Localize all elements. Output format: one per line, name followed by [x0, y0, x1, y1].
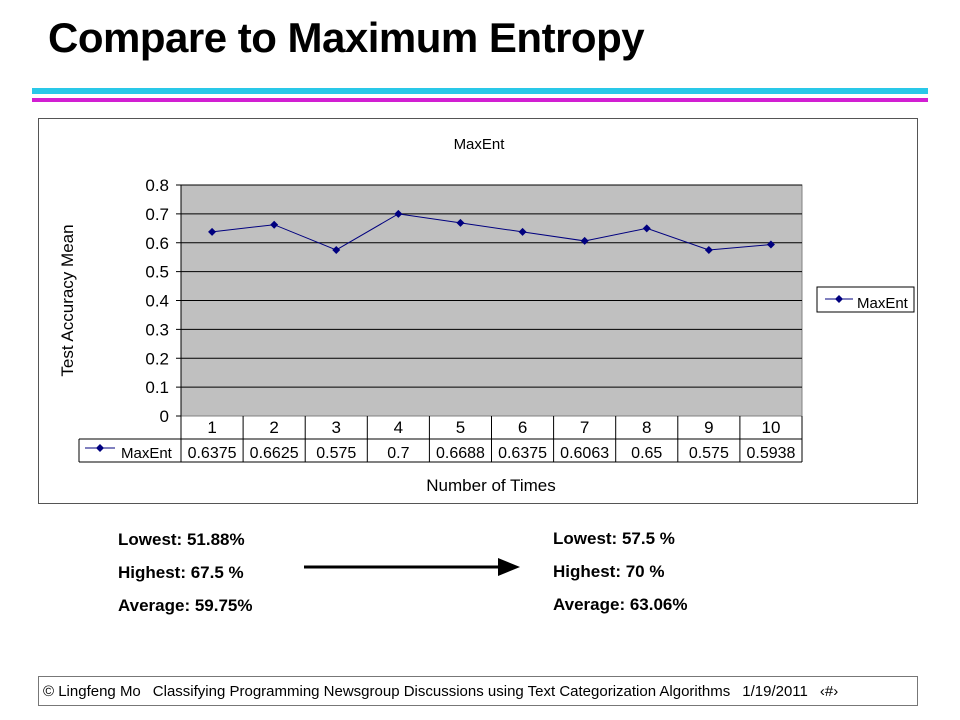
- y-tick-label: 0.6: [145, 234, 169, 253]
- footer-copyright: © Lingfeng Mo: [43, 682, 141, 700]
- x-axis-label: Number of Times: [426, 476, 555, 495]
- chart-title: MaxEnt: [454, 136, 506, 153]
- y-tick-label: 0: [160, 407, 169, 426]
- x-category-label: 9: [704, 418, 713, 437]
- table-value: 0.7: [387, 445, 409, 462]
- footer-date: 1/19/2011: [742, 682, 808, 700]
- stats-left: Lowest: 51.88% Highest: 67.5 % Average: …: [118, 530, 253, 629]
- stats-right-highest: Highest: 70 %: [553, 562, 665, 581]
- table-value: 0.65: [631, 445, 662, 462]
- data-point: [456, 218, 465, 227]
- data-point: [642, 224, 651, 233]
- data-point: [766, 240, 775, 249]
- data-point: [332, 245, 341, 254]
- title-rule-cyan: [32, 88, 928, 94]
- footer: © Lingfeng Mo Classifying Programming Ne…: [38, 676, 918, 706]
- data-point: [270, 220, 279, 229]
- data-point: [518, 227, 527, 236]
- data-point: [704, 245, 713, 254]
- footer-title: Classifying Programming Newsgroup Discus…: [152, 682, 731, 700]
- table-value: 0.6063: [560, 445, 609, 462]
- x-category-label: 4: [394, 418, 403, 437]
- y-tick-label: 0.5: [145, 263, 169, 282]
- table-value: 0.575: [689, 445, 729, 462]
- data-point: [394, 209, 403, 218]
- stats-right-lowest: Lowest: 57.5 %: [553, 529, 675, 548]
- data-point: [580, 236, 589, 245]
- title-rule-magenta: [32, 98, 928, 102]
- table-value: 0.575: [316, 445, 356, 462]
- footer-page-number: ‹#›: [819, 682, 839, 700]
- stats-right: Lowest: 57.5 % Highest: 70 % Average: 63…: [553, 529, 688, 628]
- x-category-label: 1: [207, 418, 216, 437]
- x-category-label: 5: [456, 418, 465, 437]
- y-axis-label: Test Accuracy Mean: [58, 224, 77, 376]
- x-category-label: 7: [580, 418, 589, 437]
- stats-left-highest: Highest: 67.5 %: [118, 563, 244, 582]
- x-category-label: 2: [269, 418, 278, 437]
- x-category-label: 3: [332, 418, 341, 437]
- table-value: 0.5938: [746, 445, 795, 462]
- legend-label: MaxEnt: [857, 295, 909, 312]
- x-category-label: 8: [642, 418, 651, 437]
- table-series-key-marker: [96, 444, 104, 452]
- right-arrow-icon: [304, 558, 520, 576]
- slide-title: Compare to Maximum Entropy: [48, 14, 645, 61]
- table-value: 0.6375: [498, 445, 547, 462]
- x-category-label: 6: [518, 418, 527, 437]
- y-tick-label: 0.7: [145, 205, 169, 224]
- data-point: [208, 227, 217, 236]
- table-value: 0.6375: [188, 445, 237, 462]
- chart-frame: 0 0.1 0.2 0.3 0.4 0.5 0.6 0.7 0.8 MaxEnt Test Accu…: [38, 118, 918, 504]
- stats-left-average: Average: 59.75%: [118, 596, 253, 615]
- series-line: [211, 213, 771, 251]
- y-tick-label: 0.4: [145, 292, 169, 311]
- x-category-label: 10: [761, 418, 780, 437]
- y-tick-label: 0.1: [145, 378, 169, 397]
- table-value: 0.6688: [436, 445, 485, 462]
- table-series-name: MaxEnt: [121, 445, 173, 462]
- maxent-line-chart: 0 0.1 0.2 0.3 0.4 0.5 0.6 0.7 0.8 MaxEnt Test Accu…: [58, 136, 915, 495]
- y-tick-label: 0.8: [145, 176, 169, 195]
- stats-left-lowest: Lowest: 51.88%: [118, 530, 245, 549]
- stats-right-average: Average: 63.06%: [553, 595, 688, 614]
- y-tick-label: 0.2: [145, 349, 169, 368]
- table-value: 0.6625: [250, 445, 299, 462]
- legend-key-marker: [835, 295, 843, 303]
- y-tick-label: 0.3: [145, 320, 169, 339]
